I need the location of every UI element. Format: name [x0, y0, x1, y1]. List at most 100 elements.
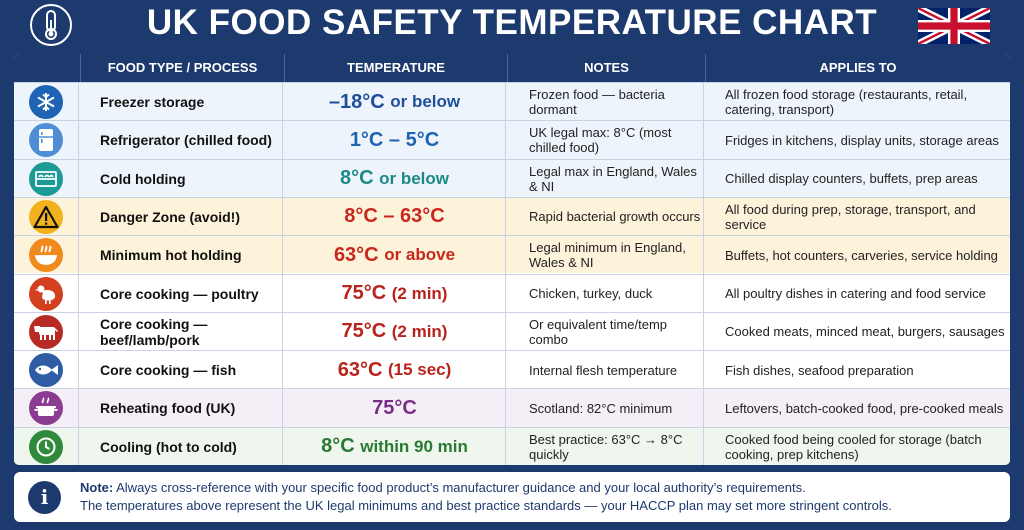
row-icon-cell [14, 427, 79, 465]
row-icon-cell [14, 274, 79, 313]
row-icon-cell [14, 159, 79, 198]
row-icon-cell [14, 236, 79, 275]
temperature-value: 75°C [341, 320, 387, 343]
applies-to: All poultry dishes in catering and food … [725, 286, 986, 301]
applies-to: Leftovers, batch-cooked food, pre-cooked… [725, 400, 1004, 416]
info-icon: i [28, 481, 61, 514]
fish-icon [29, 353, 63, 388]
table-row: Core cooking — fish 63°C (15 sec) Internal… [14, 350, 1010, 390]
row-icon-cell [14, 389, 79, 428]
temperature: –18°C or below [284, 83, 506, 121]
temperature: 8°C – 63°C [284, 197, 506, 236]
chicken-icon [29, 276, 63, 311]
food-type: Freezer storage [80, 83, 283, 121]
temperature: 8°C within 90 min [284, 427, 506, 465]
table-row: Freezer storage –18°C or below Frozen food… [14, 82, 1010, 121]
note-box: i Note: Always cross-reference with your… [14, 472, 1010, 522]
thermometer-icon [30, 4, 72, 46]
notes: Chicken, turkey, duck [507, 274, 704, 313]
temperature-value: 75°C [372, 396, 417, 419]
temperature-qualifier: (2 min) [391, 321, 448, 341]
temperature: 75°C [284, 389, 506, 428]
food-type: Cooling (hot to cold) [80, 427, 283, 465]
notes: UK legal max: 8°C (most chilled food) [507, 121, 704, 160]
temperature: 75°C (2 min) [284, 312, 506, 351]
warning-icon [29, 199, 63, 234]
temperature: 63°C (15 sec) [284, 351, 506, 390]
food-type: Minimum hot holding [80, 236, 283, 275]
temperature-value: 63°C [337, 358, 383, 381]
note-text: Note: Always cross-reference with your s… [80, 479, 1000, 515]
food-type: Cold holding [80, 159, 283, 198]
applies-to: Fish dishes, seafood preparation [725, 362, 914, 378]
temperature-table: FOOD TYPE / PROCESS TEMPERATURE NOTES AP… [14, 54, 1010, 465]
food-type: Core cooking — fish [80, 351, 283, 390]
temperature-value: 8°C – 63°C [344, 205, 445, 228]
food-type: Core cooking — poultry [80, 274, 283, 313]
applies-to: Fridges in kitchens, display units, stor… [725, 132, 999, 148]
temperature: 1°C – 5°C [284, 121, 506, 160]
temperature-qualifier: or below [390, 92, 461, 111]
notes: Scotland: 82°C minimum [507, 389, 704, 428]
applies-to: All frozen food storage (restaurants, re… [725, 87, 968, 117]
notes: Legal minimum in England, Wales & NI [507, 236, 704, 275]
hot-dish-icon [29, 238, 63, 273]
header-food-type: FOOD TYPE / PROCESS [80, 54, 284, 82]
table-row: Reheating food (UK) 75°C Scotland: 82°C mi… [14, 388, 1010, 428]
temperature-value: –18°C [328, 90, 385, 113]
notes: Legal max in England, Wales & NI [507, 159, 704, 198]
page-title: UK FOOD SAFETY TEMPERATURE CHART [146, 3, 878, 42]
header-applies-to: APPLIES TO [705, 54, 1010, 82]
temperature-qualifier: within 90 min [360, 436, 468, 456]
notes: Rapid bacterial growth occurs [507, 197, 704, 236]
display-counter-icon [29, 161, 63, 196]
notes: Or equivalent time/temp combo [507, 312, 704, 351]
notes: Internal flesh temperature [507, 351, 704, 390]
applies-to: All food during prep, storage, transport… [725, 201, 976, 232]
table-row: Core cooking — poultry 75°C (2 min) Chicke… [14, 273, 1010, 313]
cooking-pot-icon [29, 391, 63, 426]
applies-to: Chilled display counters, buffets, prep … [725, 171, 978, 187]
note-label: Note: [80, 480, 114, 495]
food-type: Reheating food (UK) [80, 389, 283, 428]
note-line-2: The temperatures above represent the UK … [80, 498, 892, 513]
notes: Best practice: 63°C → 8°C quickly [507, 427, 704, 465]
uk-flag-icon [918, 8, 990, 44]
temperature-qualifier: (15 sec) [387, 360, 452, 380]
table-row: Core cooking — beef/lamb/pork 75°C (2 min… [14, 311, 1010, 351]
row-icon-cell [14, 312, 79, 351]
food-type: Danger Zone (avoid!) [80, 197, 283, 236]
table-row: Danger Zone (avoid!) 8°C – 63°C Rapid bact… [14, 196, 1010, 236]
row-icon-cell [14, 197, 79, 236]
applies-to: Cooked food being cooled for storage (ba… [725, 431, 982, 462]
temperature: 75°C (2 min) [284, 274, 506, 313]
cow-icon [29, 314, 63, 349]
table-header: FOOD TYPE / PROCESS TEMPERATURE NOTES AP… [14, 54, 1010, 82]
food-type: Core cooking — beef/lamb/pork [80, 312, 283, 351]
temperature-qualifier: or below [379, 168, 450, 188]
temperature: 63°C or above [284, 236, 506, 275]
row-icon-cell [14, 121, 79, 160]
row-icon-cell [14, 351, 79, 390]
refrigerator-icon [29, 123, 63, 158]
header-icon-column [14, 54, 80, 82]
temperature-qualifier: or above [384, 245, 456, 265]
header-notes: NOTES [507, 54, 705, 82]
applies-to: Cooked meats, minced meat, burgers, saus… [725, 324, 1005, 340]
note-line-1: Always cross-reference with your specifi… [116, 480, 806, 495]
table-row: Cooling (hot to cold) 8°C within 90 min Be… [14, 426, 1010, 465]
temperature: 8°C or below [284, 159, 506, 198]
table-row: Refrigerator (chilled food) 1°C – 5°C UK l… [14, 120, 1010, 160]
snowflake-icon [29, 85, 63, 119]
row-icon-cell [14, 83, 79, 121]
notes: Frozen food — bacteria dormant [507, 83, 704, 121]
header-temperature: TEMPERATURE [284, 54, 507, 82]
table-row: Minimum hot holding 63°C or above Legal mi… [14, 235, 1010, 275]
header-bar: UK FOOD SAFETY TEMPERATURE CHART [0, 0, 1024, 52]
temperature-qualifier: (2 min) [391, 283, 448, 303]
food-type: Refrigerator (chilled food) [80, 121, 283, 160]
temperature-value: 75°C [341, 282, 387, 304]
temperature-value: 8°C [339, 167, 374, 190]
table-row: Cold holding 8°C or below Legal max in Eng… [14, 158, 1010, 198]
clock-icon [29, 429, 63, 464]
